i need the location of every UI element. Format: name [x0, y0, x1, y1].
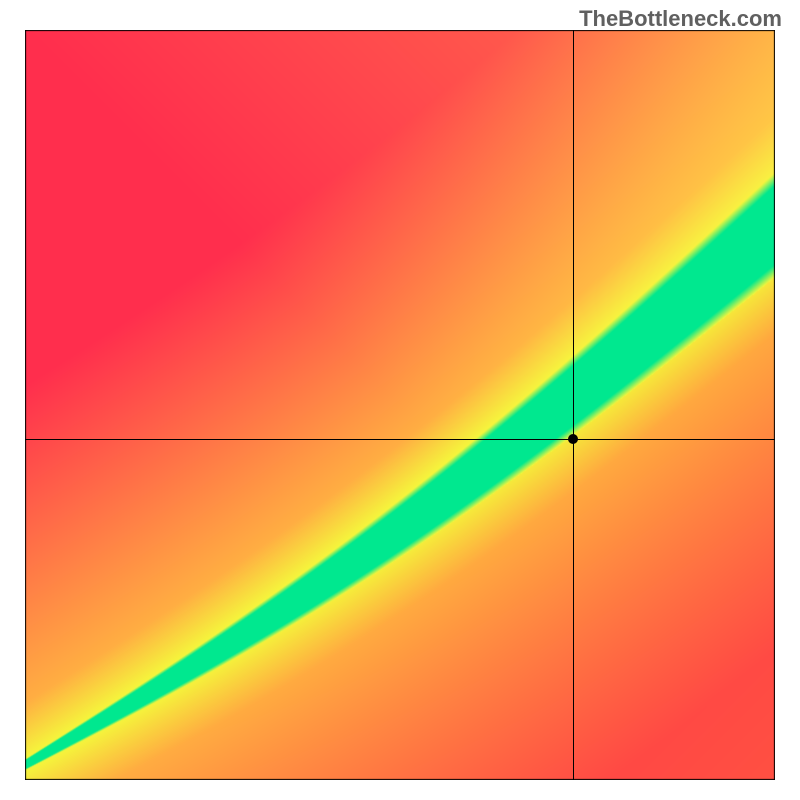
watermark-text: TheBottleneck.com — [579, 6, 782, 32]
crosshair-marker — [568, 434, 578, 444]
heatmap-canvas — [25, 30, 775, 780]
chart-container: { "watermark": { "text": "TheBottleneck.… — [0, 0, 800, 800]
crosshair-vertical — [573, 30, 574, 780]
crosshair-horizontal — [25, 439, 775, 440]
heatmap-plot — [25, 30, 775, 780]
